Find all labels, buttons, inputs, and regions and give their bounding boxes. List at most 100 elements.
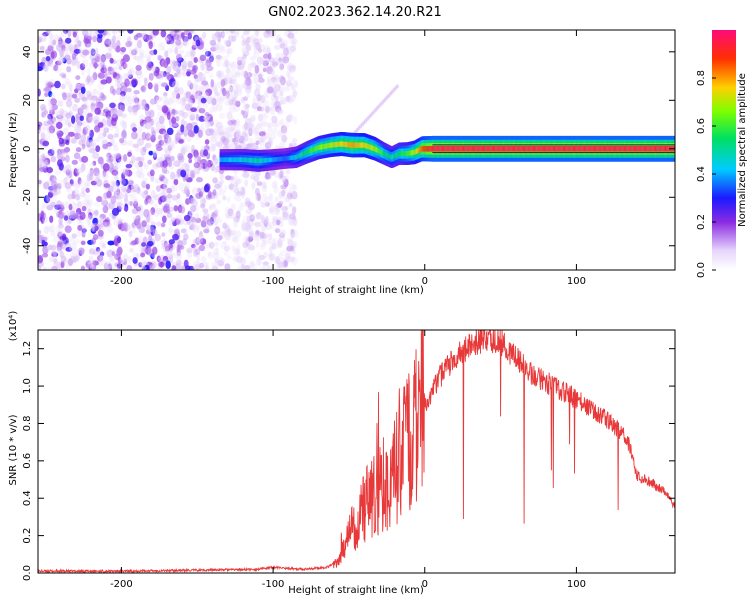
- noise-speck: [115, 82, 122, 88]
- noise-speck: [81, 104, 88, 110]
- noise-speck: [134, 106, 141, 111]
- noise-speck: [150, 65, 157, 72]
- noise-speck: [270, 106, 276, 113]
- noise-speck: [116, 188, 121, 196]
- noise-speck: [276, 90, 284, 99]
- noise-speck: [243, 122, 249, 130]
- noise-speck: [154, 193, 160, 199]
- noise-speck: [236, 59, 243, 66]
- noise-speck: [225, 67, 231, 74]
- noise-speck: [198, 72, 203, 78]
- noise-speck: [256, 181, 263, 187]
- noise-speck: [65, 37, 72, 44]
- noise-speck: [85, 200, 93, 209]
- noise-speck: [51, 265, 58, 270]
- noise-speck: [227, 133, 234, 142]
- noise-speck: [231, 236, 238, 242]
- chirp-speck: [395, 84, 399, 89]
- noise-speck: [232, 228, 237, 238]
- noise-speck: [235, 84, 243, 93]
- noise-speck: [196, 169, 201, 176]
- noise-speck: [88, 116, 95, 122]
- noise-speck: [212, 106, 217, 113]
- noise-speck: [220, 31, 225, 39]
- noise-speck: [267, 77, 271, 83]
- noise-speck: [113, 133, 119, 138]
- noise-speck: [86, 129, 91, 135]
- noise-speck: [195, 93, 200, 100]
- noise-speck: [184, 144, 191, 153]
- noise-speck: [154, 177, 162, 184]
- noise-speck: [187, 32, 192, 40]
- noise-speck: [43, 225, 49, 235]
- noise-speck: [279, 90, 284, 97]
- noise-speck: [141, 32, 147, 40]
- noise-speck: [85, 89, 90, 96]
- noise-speck: [214, 158, 219, 165]
- noise-speck: [95, 145, 101, 153]
- noise-speck: [271, 115, 278, 124]
- noise-speck: [146, 62, 153, 71]
- noise-speck: [167, 145, 173, 152]
- noise-speck: [110, 136, 115, 144]
- noise-speck: [59, 250, 64, 258]
- noise-speck: [262, 47, 270, 54]
- noise-speck: [273, 44, 281, 50]
- noise-speck: [82, 139, 90, 146]
- noise-speck: [242, 84, 248, 90]
- noise-speck: [130, 49, 137, 56]
- noise-speck: [158, 41, 165, 48]
- noise-speck: [111, 30, 118, 35]
- noise-speck: [69, 210, 77, 220]
- noise-speck: [255, 123, 262, 130]
- noise-speck: [143, 77, 148, 87]
- noise-speck: [92, 62, 99, 68]
- noise-speck: [192, 226, 200, 233]
- noise-speck: [212, 158, 219, 166]
- noise-speck: [198, 86, 205, 93]
- noise-speck: [150, 252, 155, 260]
- noise-speck: [102, 143, 109, 150]
- noise-speck: [45, 30, 51, 35]
- noise-speck: [43, 63, 48, 72]
- noise-speck: [211, 143, 216, 152]
- noise-speck: [137, 172, 145, 179]
- noise-speck: [187, 250, 193, 259]
- noise-speck: [226, 111, 233, 121]
- noise-speck: [196, 177, 203, 183]
- noise-speck: [74, 132, 82, 140]
- noise-speck: [246, 215, 252, 223]
- noise-speck: [71, 200, 76, 207]
- noise-speck: [58, 55, 66, 63]
- noise-speck: [64, 219, 69, 226]
- noise-speck: [216, 95, 222, 104]
- noise-speck: [145, 224, 151, 230]
- noise-speck: [244, 223, 252, 232]
- noise-speck: [272, 90, 277, 98]
- noise-speck: [88, 169, 96, 177]
- noise-speck: [278, 37, 283, 43]
- noise-speck: [248, 116, 256, 123]
- noise-speck: [290, 232, 295, 239]
- noise-speck: [175, 93, 181, 100]
- noise-speck: [157, 104, 163, 111]
- noise-speck: [81, 186, 86, 195]
- noise-speck: [245, 222, 251, 231]
- noise-speck: [289, 45, 296, 53]
- noise-speck: [203, 184, 210, 193]
- noise-speck: [241, 219, 246, 228]
- noise-speck: [279, 190, 284, 198]
- noise-speck: [132, 127, 138, 133]
- noise-speck: [203, 115, 211, 121]
- noise-speck: [64, 225, 72, 233]
- noise-speck: [124, 193, 128, 202]
- noise-speck: [200, 123, 204, 132]
- noise-speck: [174, 160, 179, 166]
- noise-speck: [80, 162, 86, 172]
- noise-speck: [267, 30, 273, 36]
- noise-speck: [129, 99, 134, 106]
- noise-speck: [161, 105, 169, 114]
- noise-speck: [217, 256, 225, 265]
- noise-speck: [100, 139, 106, 145]
- noise-speck: [254, 234, 261, 243]
